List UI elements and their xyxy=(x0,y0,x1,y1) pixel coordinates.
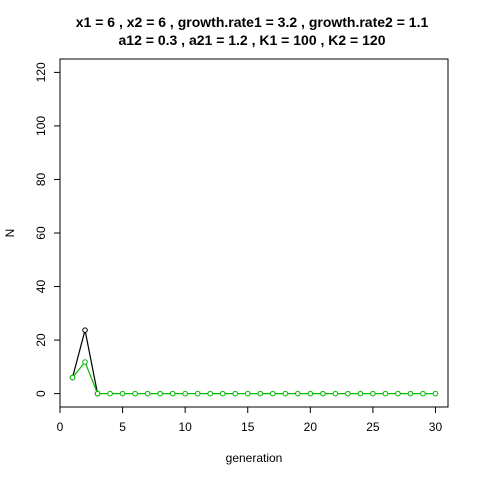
series-layer xyxy=(69,327,439,397)
series-2-point xyxy=(357,390,364,397)
x-axis: 0 5 10 15 20 25 30 xyxy=(57,407,443,434)
chart-title-line-2: a12 = 0.3 , a21 = 1.2 , K1 = 100 , K2 = … xyxy=(119,32,386,48)
plot-frame xyxy=(59,58,449,408)
series-2-point xyxy=(157,390,163,397)
series-2-point xyxy=(420,390,426,397)
series-2-point xyxy=(94,390,101,397)
series-2-point xyxy=(194,390,201,397)
series-2-point xyxy=(432,390,439,397)
series-2-point xyxy=(107,390,113,397)
series-2-point xyxy=(282,390,289,397)
series-2-point xyxy=(219,390,226,397)
series-2-point xyxy=(132,390,138,397)
series-2-point xyxy=(119,390,126,397)
series-2-point xyxy=(207,390,213,397)
series-2-point xyxy=(182,390,188,397)
series-2-point xyxy=(307,390,314,397)
x-tick-label: 20 xyxy=(304,420,318,434)
x-axis-label: generation xyxy=(226,451,283,465)
series-2-point xyxy=(320,390,326,397)
y-tick-label: 120 xyxy=(34,62,48,82)
y-tick-label: 40 xyxy=(34,280,48,294)
series-2-point xyxy=(232,390,239,397)
series-2-point xyxy=(269,390,276,397)
y-axis: 0 20 40 60 80 100 120 xyxy=(34,62,60,397)
series-2-point xyxy=(144,390,151,397)
series-2-point xyxy=(69,374,76,381)
y-tick-label: 20 xyxy=(34,333,48,347)
x-tick-label: 30 xyxy=(429,420,443,434)
x-tick-label: 10 xyxy=(178,420,192,434)
series-2-point xyxy=(82,359,88,365)
y-axis-label: N xyxy=(3,229,17,238)
series-2-point xyxy=(169,390,176,397)
x-tick-label: 15 xyxy=(241,420,255,434)
x-tick-label: 5 xyxy=(119,420,126,434)
series-2-point xyxy=(345,390,351,397)
chart-title-line-1: x1 = 6 , x2 = 6 , growth.rate1 = 3.2 , g… xyxy=(76,14,429,30)
x-tick-label: 0 xyxy=(57,420,64,434)
x-tick-label: 25 xyxy=(366,420,380,434)
series-2-line xyxy=(72,360,436,395)
y-tick-label: 60 xyxy=(34,226,48,240)
series-2-point xyxy=(395,390,401,397)
series-1-point xyxy=(82,327,88,333)
series-2-point xyxy=(382,390,389,397)
series-2-point xyxy=(407,390,414,397)
series-2-point xyxy=(295,390,301,397)
series-2-point xyxy=(332,390,339,397)
series-2-point xyxy=(244,390,251,397)
series-2-point xyxy=(257,390,264,397)
y-tick-label: 0 xyxy=(34,390,48,397)
series-2-point xyxy=(370,390,376,397)
y-tick-label: 100 xyxy=(34,116,48,136)
y-tick-label: 80 xyxy=(34,172,48,186)
